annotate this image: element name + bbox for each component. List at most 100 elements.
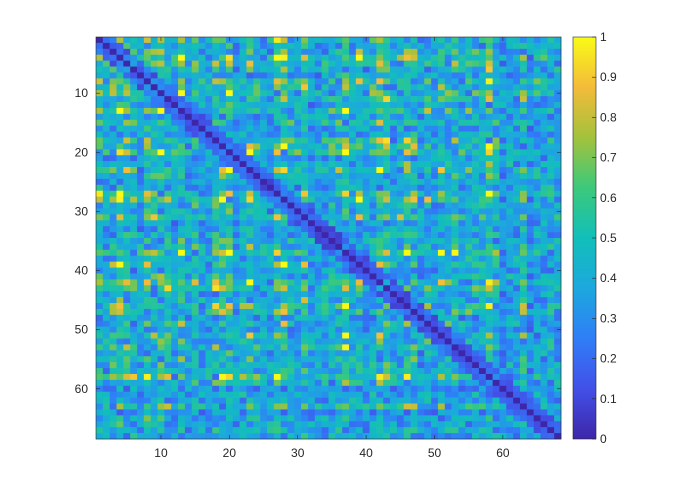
heatmap-cell (239, 226, 247, 233)
heatmap-cell (547, 149, 555, 156)
heatmap-cell (130, 421, 138, 428)
heatmap-cell (239, 72, 247, 79)
heatmap-cell (390, 291, 398, 298)
heatmap-cell (478, 78, 487, 85)
heatmap-cell (417, 184, 425, 191)
heatmap-cell (396, 314, 405, 322)
heatmap-cell (294, 102, 302, 109)
heatmap-cell (533, 320, 541, 327)
heatmap-cell (533, 397, 541, 404)
heatmap-cell (417, 397, 425, 404)
heatmap-cell (403, 155, 411, 162)
heatmap-cell (266, 297, 275, 304)
heatmap-cell (513, 184, 521, 191)
heatmap-cell (219, 243, 227, 251)
heatmap-cell (212, 397, 220, 404)
heatmap-cell (102, 403, 110, 410)
heatmap-cell (191, 149, 199, 156)
heatmap-cell (266, 385, 275, 392)
heatmap-cell (307, 385, 316, 392)
heatmap-cell (191, 385, 199, 392)
heatmap-cell (444, 362, 452, 369)
heatmap-cell (335, 66, 343, 73)
heatmap-cell (390, 196, 398, 203)
heatmap-cell (458, 37, 466, 44)
heatmap-cell (287, 131, 295, 138)
heatmap-cell (492, 60, 500, 67)
heatmap-cell (362, 214, 370, 221)
heatmap-cell (164, 427, 172, 434)
heatmap-cell (96, 238, 104, 245)
heatmap-cell (178, 113, 186, 121)
heatmap-cell (314, 72, 322, 79)
heatmap-cell (157, 155, 165, 162)
heatmap-cell (225, 362, 234, 369)
heatmap-cell (424, 397, 432, 404)
heatmap-cell (342, 42, 350, 50)
heatmap-cell (403, 131, 411, 138)
heatmap-cell (376, 391, 384, 398)
heatmap-cell (266, 397, 275, 404)
heatmap-cell (287, 344, 295, 351)
heatmap-cell (123, 60, 131, 67)
heatmap-cell (424, 232, 432, 239)
heatmap-cell (212, 214, 220, 221)
heatmap-cell (342, 131, 350, 138)
heatmap-cell (547, 102, 555, 109)
heatmap-cell (506, 421, 514, 428)
heatmap-cell (116, 172, 124, 180)
heatmap-cell (273, 48, 281, 56)
heatmap-cell (143, 297, 152, 304)
heatmap-cell (212, 167, 220, 174)
heatmap-cell (205, 391, 213, 398)
heatmap-cell (96, 409, 104, 416)
heatmap-cell (150, 214, 158, 221)
heatmap-cell (396, 119, 405, 126)
heatmap-cell (383, 362, 391, 369)
heatmap-cell (307, 433, 316, 440)
heatmap-cell (506, 60, 514, 67)
heatmap-cell (225, 131, 234, 138)
heatmap-cell (390, 131, 398, 138)
heatmap-cell (492, 54, 500, 61)
heatmap-cell (109, 238, 117, 245)
heatmap-cell (458, 131, 466, 138)
heatmap-cell (355, 125, 363, 132)
heatmap-cell (198, 379, 206, 387)
heatmap-cell (472, 291, 480, 298)
heatmap-cell (478, 48, 487, 56)
heatmap-cell (478, 391, 487, 398)
heatmap-cell (171, 161, 179, 168)
heatmap-cell (533, 167, 541, 174)
colorbar-tick-label: 0.3 (600, 311, 617, 325)
heatmap-cell (383, 249, 391, 257)
heatmap-cell (96, 184, 104, 191)
heatmap-cell (431, 409, 439, 416)
heatmap-cell (143, 48, 152, 56)
heatmap-cell (403, 196, 411, 203)
heatmap-cell (478, 232, 487, 239)
heatmap-cell (533, 362, 541, 369)
heatmap-cell (417, 427, 425, 434)
heatmap-cell (403, 421, 411, 428)
heatmap-cell (342, 72, 350, 79)
heatmap-cell (437, 190, 446, 197)
heatmap-cell (335, 113, 343, 121)
heatmap-cell (171, 107, 179, 115)
heatmap-cell (485, 350, 493, 357)
heatmap-cell (171, 308, 179, 316)
heatmap-cell (328, 332, 336, 339)
heatmap-cell (273, 172, 281, 180)
heatmap-cell (171, 273, 179, 280)
heatmap-cell (232, 137, 240, 144)
heatmap-cell (212, 161, 220, 168)
heatmap-cell (239, 178, 247, 186)
heatmap-cell (403, 332, 411, 339)
heatmap-cell (499, 332, 507, 339)
heatmap-cell (472, 137, 480, 144)
heatmap-cell (335, 238, 343, 245)
heatmap-cell (417, 190, 425, 197)
heatmap-cell (492, 291, 500, 298)
heatmap-cell (417, 90, 425, 97)
heatmap-cell (451, 119, 459, 126)
